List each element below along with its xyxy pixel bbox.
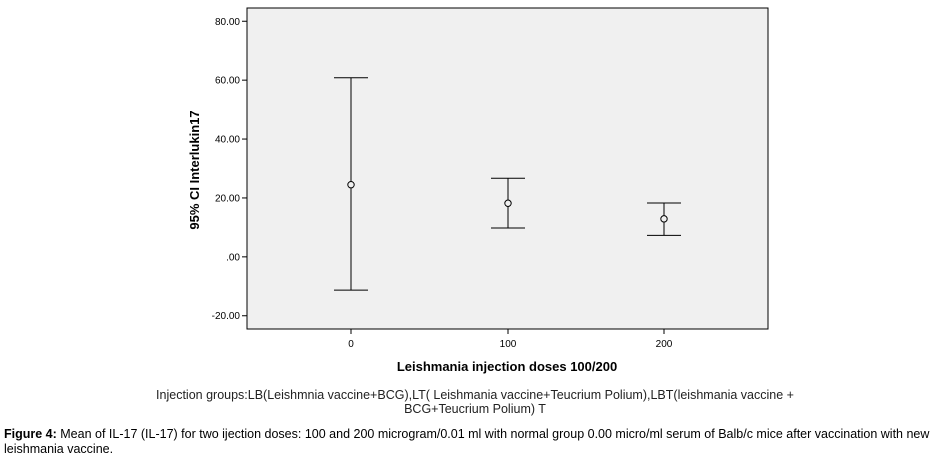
caption-text: Mean of IL-17 (IL-17) for two ijection d… (4, 427, 930, 456)
y-axis-label: 95% CI Interlukin17 (187, 110, 202, 229)
y-tick-label: -20.00 (212, 311, 241, 322)
y-tick-label: 60.00 (215, 76, 240, 87)
mean-point (347, 180, 355, 189)
plot-area (246, 7, 769, 330)
y-tick-label: .00 (226, 252, 240, 263)
x-axis: 0 100 200 (348, 329, 673, 350)
y-tick-label: 20.00 (215, 193, 240, 204)
y-tick-label: 80.00 (215, 17, 240, 28)
mean-point (504, 199, 512, 207)
error-bar-100 (491, 177, 525, 229)
y-tick-label: 40.00 (215, 135, 240, 146)
x-tick-label: 0 (348, 339, 354, 350)
y-axis: -20.00 .00 20.00 40.00 60.00 80.00 (212, 17, 247, 322)
x-axis-label: Leishmania injection doses 100/200 (397, 359, 617, 374)
x-tick-label: 100 (500, 339, 517, 350)
figure-caption: Figure 4: Mean of IL-17 (IL-17) for two … (4, 427, 946, 457)
chart: -20.00 .00 20.00 40.00 60.00 80.00 0 100 200 Le… (187, 7, 769, 374)
injection-groups-note: Injection groups:LB(Leishmnia vaccine+BC… (156, 388, 794, 416)
error-bar-0 (334, 77, 368, 291)
caption-label: Figure 4: (4, 427, 57, 441)
error-bars (334, 77, 681, 291)
x-tick-label: 200 (656, 339, 673, 350)
mean-point (660, 215, 668, 223)
error-bar-200 (647, 202, 681, 236)
